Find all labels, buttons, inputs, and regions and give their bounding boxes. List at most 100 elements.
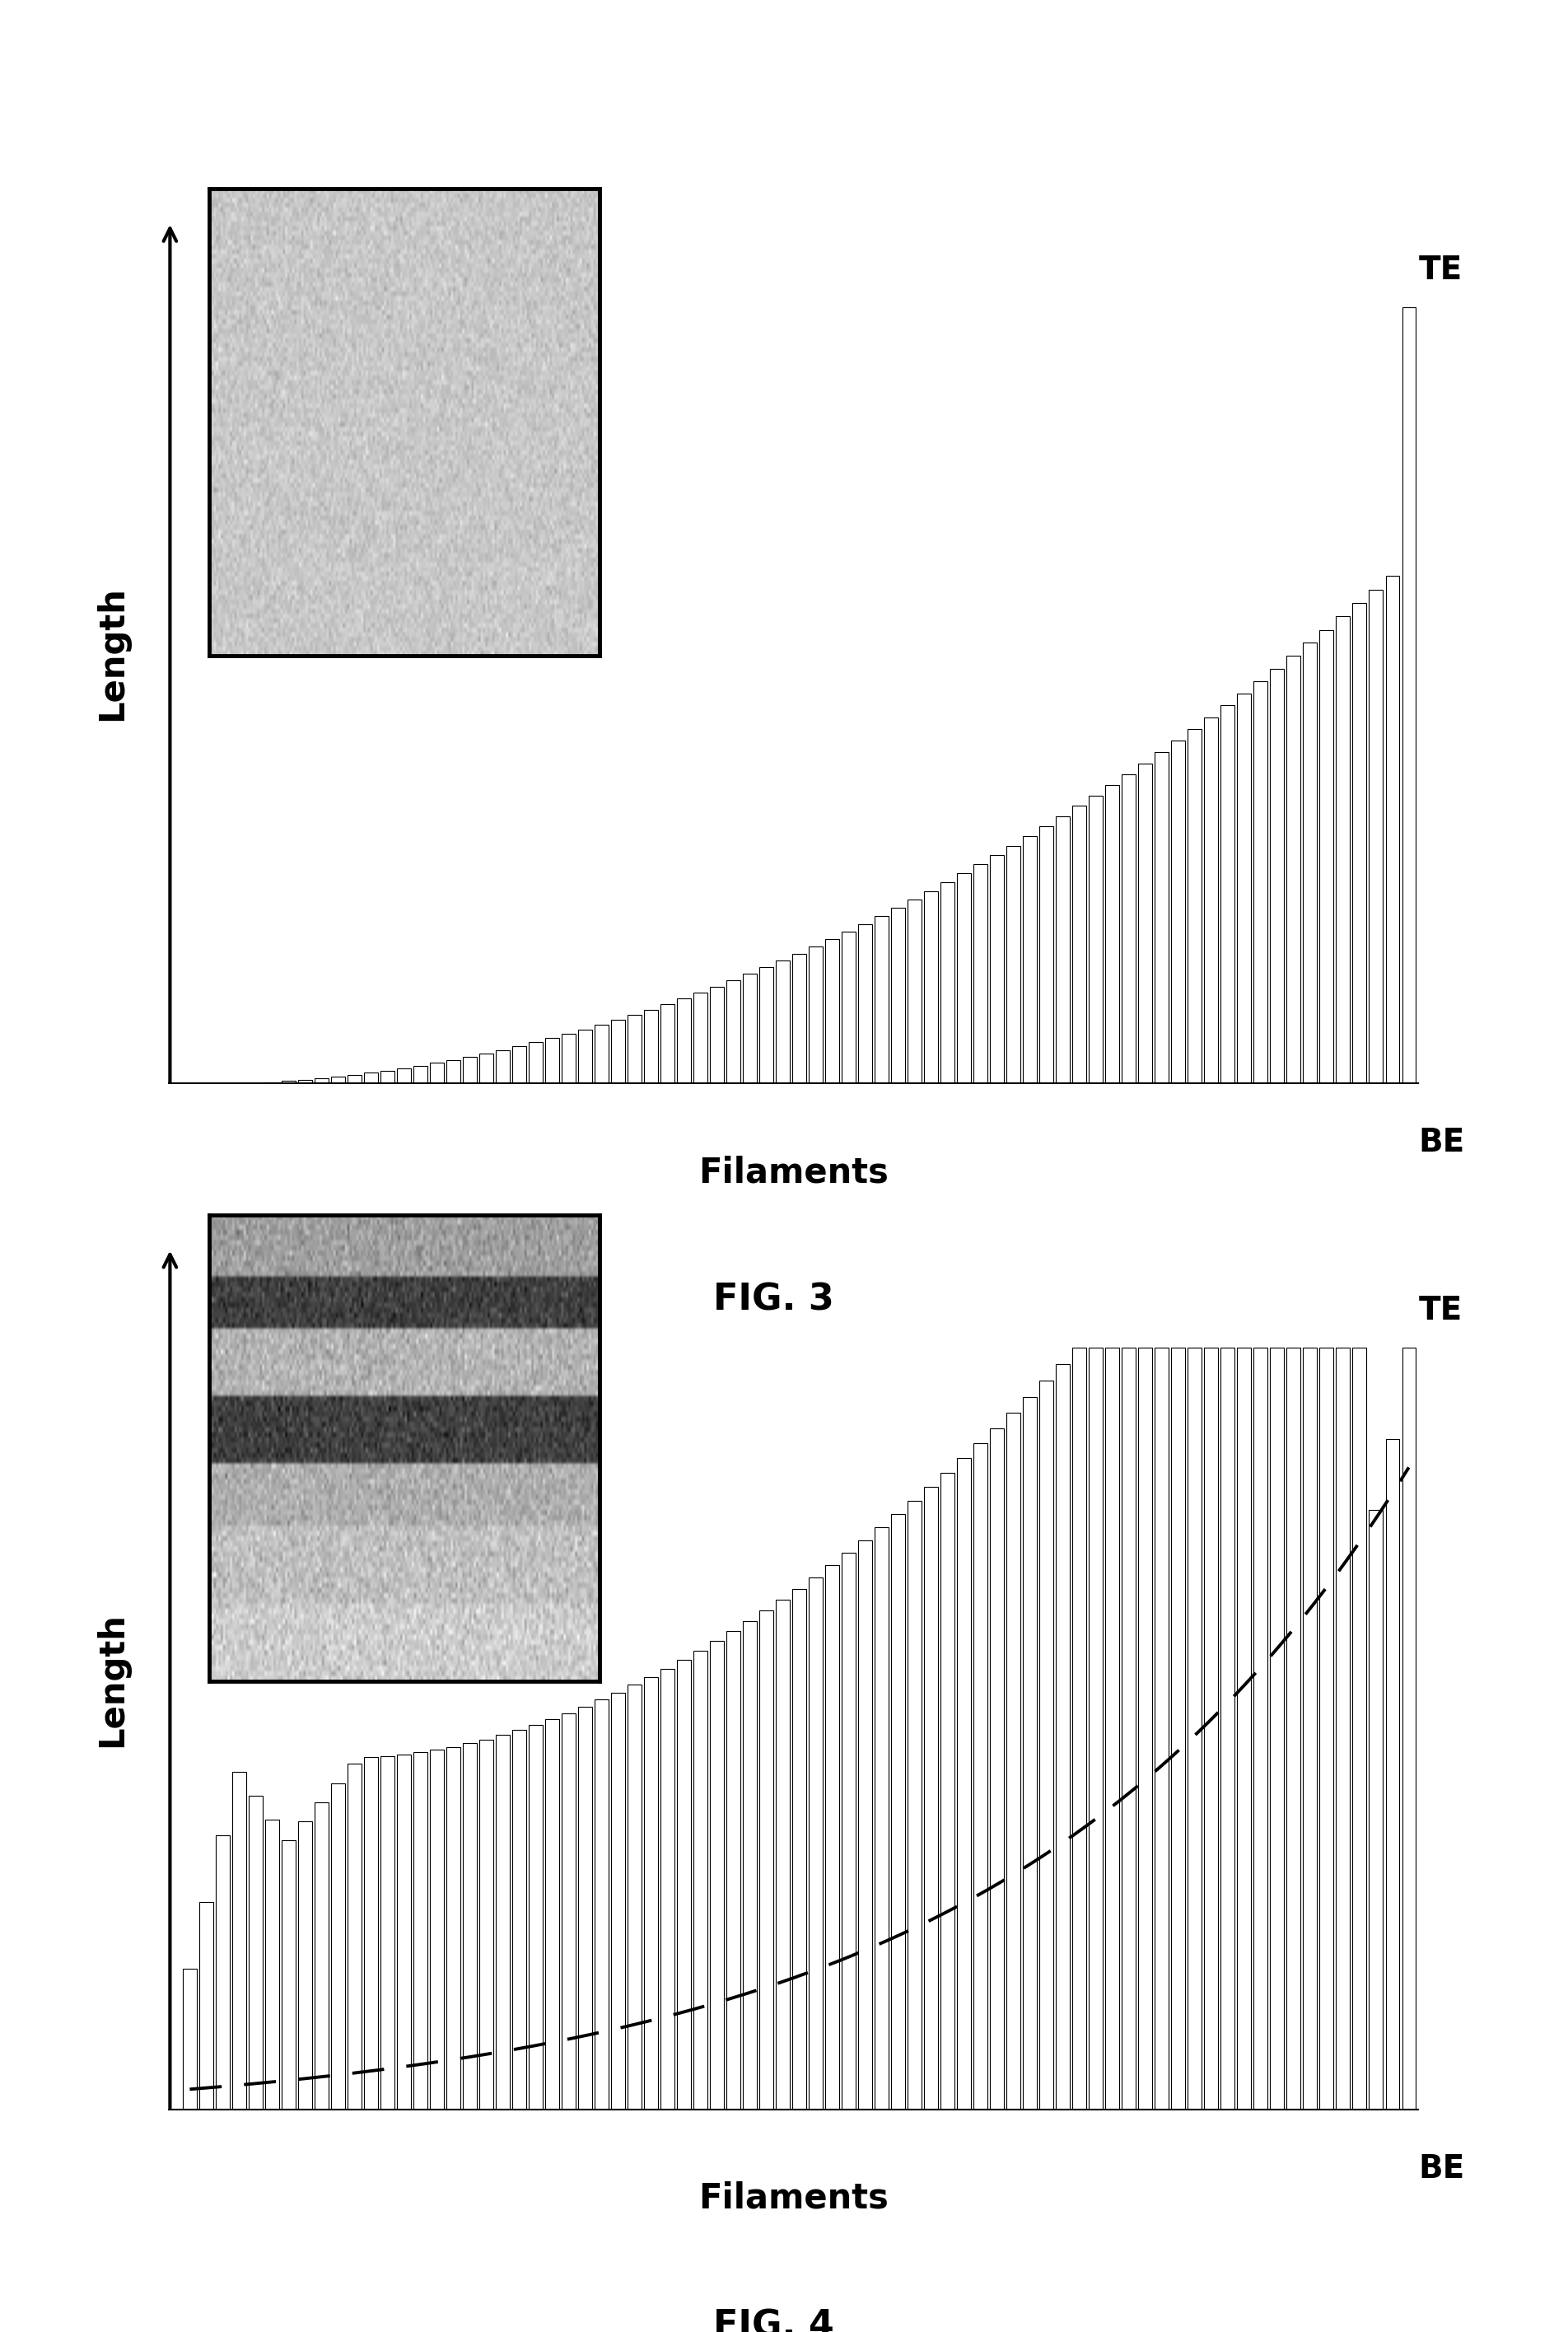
Bar [1402,308,1416,1084]
Bar [1386,1439,1399,2110]
Bar [397,1754,411,2110]
Bar [941,1471,955,2110]
Bar [858,1541,872,2110]
Bar [1270,1348,1284,2110]
Bar [759,968,773,1084]
Bar [743,975,757,1084]
Bar [908,1502,922,2110]
Bar [809,1576,823,2110]
Bar [364,1756,378,2110]
Bar [677,998,691,1084]
Bar [1254,1348,1267,2110]
Bar [1204,1348,1218,2110]
Bar [265,1819,279,2110]
Bar [710,1642,724,2110]
Bar [1287,1348,1300,2110]
Bar [958,1458,971,2110]
Bar [183,1968,196,2110]
Text: TE: TE [1419,1294,1463,1327]
Bar [232,1772,246,2110]
Bar [199,1903,213,2110]
Bar [627,1014,641,1084]
Bar [528,1726,543,2110]
Bar [875,916,889,1084]
Bar [546,1719,558,2110]
Bar [1024,1397,1036,2110]
Bar [1369,590,1383,1084]
Bar [1171,1348,1185,2110]
Bar [1237,1348,1251,2110]
Bar [1204,718,1218,1084]
Bar [924,1488,938,2110]
Bar [348,1763,361,2110]
Bar [1320,1348,1333,2110]
Bar [282,1840,295,2110]
Bar [331,1784,345,2110]
Bar [627,1686,641,2110]
Bar [546,1038,558,1084]
Text: Filaments: Filaments [698,2180,889,2215]
Bar [1221,704,1234,1084]
Bar [1189,1348,1201,2110]
Bar [1090,1348,1102,2110]
Bar [1007,847,1021,1084]
Bar [1073,807,1087,1084]
Text: FIG. 3: FIG. 3 [713,1283,834,1318]
Bar [1303,1348,1317,2110]
Bar [941,881,955,1084]
Bar [1369,1509,1383,2110]
Bar [315,1803,328,2110]
Bar [1123,1348,1135,2110]
Bar [1024,837,1036,1084]
Bar [991,856,1004,1084]
Bar [381,1070,394,1084]
Bar [974,865,988,1084]
Bar [1287,655,1300,1084]
Bar [265,1082,279,1084]
Bar [842,930,856,1084]
Bar [594,1700,608,2110]
Bar [908,900,922,1084]
Bar [1073,1348,1087,2110]
Bar [1123,774,1135,1084]
Bar [1402,1348,1416,2110]
Bar [331,1077,345,1084]
Bar [1090,795,1102,1084]
Bar [660,1005,674,1084]
Bar [381,1756,394,2110]
Bar [1138,1348,1152,2110]
Bar [612,1019,624,1084]
Bar [710,986,724,1084]
Bar [561,1714,575,2110]
Bar [726,1632,740,2110]
Bar [315,1077,328,1084]
Bar [991,1427,1004,2110]
Bar [1254,681,1267,1084]
Bar [513,1730,525,2110]
Bar [1237,693,1251,1084]
Bar [298,1821,312,2110]
Bar [1270,669,1284,1084]
Bar [776,1600,790,2110]
Bar [414,1751,426,2110]
Bar [463,1056,477,1084]
Bar [1189,730,1201,1084]
Bar [463,1744,477,2110]
Bar [858,923,872,1084]
Bar [579,1707,591,2110]
Bar [924,891,938,1084]
Bar [495,1735,510,2110]
Bar [776,961,790,1084]
Text: FIG. 4: FIG. 4 [713,2309,834,2332]
Bar [825,1565,839,2110]
Bar [974,1444,988,2110]
Bar [480,1740,492,2110]
Bar [528,1042,543,1084]
Bar [891,907,905,1084]
Bar [430,1063,444,1084]
Bar [1353,1348,1366,2110]
Text: Filaments: Filaments [698,1154,889,1189]
Bar [743,1621,757,2110]
Bar [495,1049,510,1084]
Bar [693,993,707,1084]
